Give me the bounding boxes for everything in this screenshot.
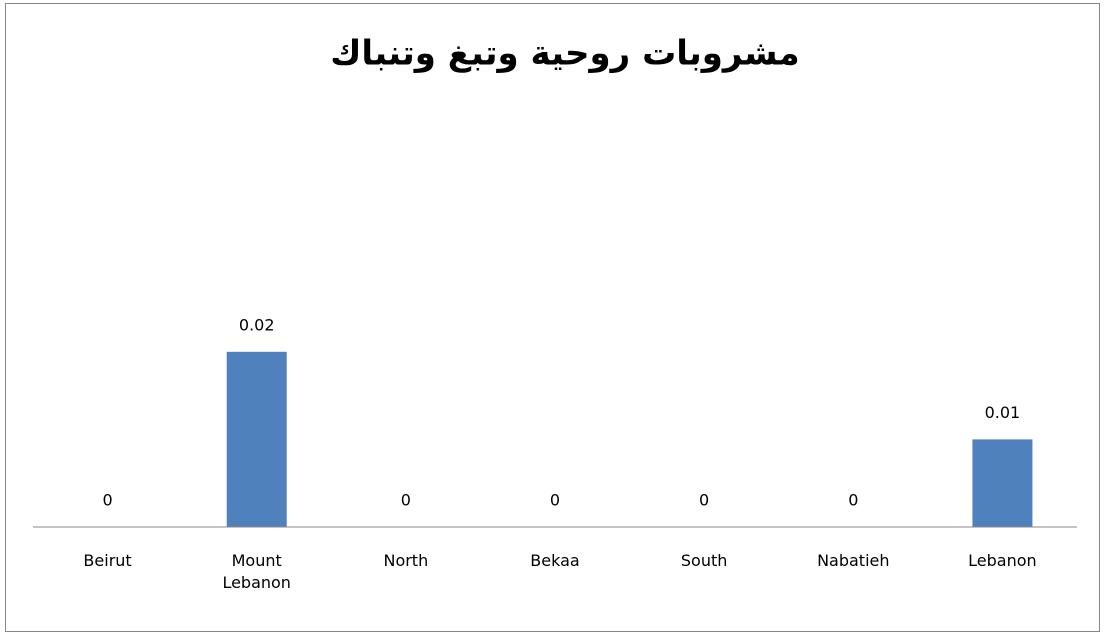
- x-tick-label: Beirut: [83, 551, 132, 570]
- x-tick-label: Lebanon: [968, 551, 1037, 570]
- chart-border: [5, 3, 1100, 632]
- data-label: 0: [699, 491, 709, 510]
- x-tick-label: Bekaa: [530, 551, 580, 570]
- data-label: 0.01: [985, 403, 1021, 422]
- bar: [972, 439, 1033, 527]
- x-tick-label: Mount Lebanon: [222, 551, 291, 592]
- data-label: 0.02: [239, 315, 275, 334]
- data-label: 0: [848, 491, 858, 510]
- x-tick-label: North: [383, 551, 429, 570]
- chart-title: مشروبات روحية وتبغ وتنباك: [330, 34, 799, 74]
- data-label: 0: [401, 491, 411, 510]
- x-tick-label: South: [680, 551, 728, 570]
- bar: [226, 351, 287, 527]
- data-label: 0: [102, 491, 112, 510]
- x-tick-label: Nabatieh: [817, 551, 890, 570]
- data-label: 0: [550, 491, 560, 510]
